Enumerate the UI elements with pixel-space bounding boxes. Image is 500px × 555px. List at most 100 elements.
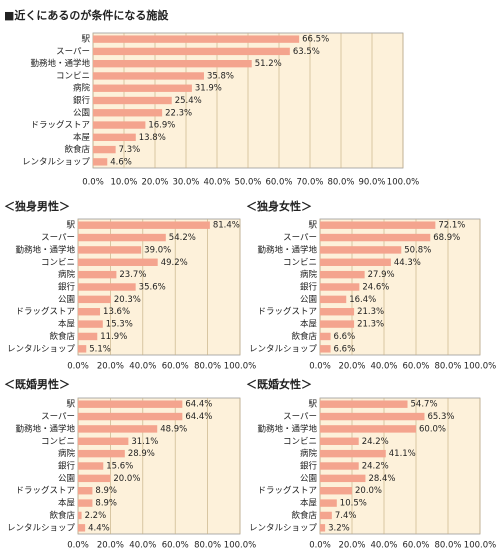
value-label: 13.6%: [103, 307, 130, 317]
bar: [320, 270, 365, 279]
bar: [320, 320, 355, 328]
x-tick-label: 60.0%: [402, 541, 429, 551]
x-tick-label: 40.0%: [370, 362, 397, 372]
category-label: 銀行: [300, 282, 318, 293]
bar: [78, 425, 158, 433]
category-label: ドラッグストア: [257, 306, 317, 317]
value-label: 20.0%: [355, 486, 382, 496]
x-tick-label: 70.0%: [296, 178, 323, 188]
category-label: 本屋: [58, 498, 76, 509]
bar: [320, 295, 347, 304]
value-label: 16.9%: [148, 121, 175, 131]
category-label: 銀行: [58, 282, 76, 293]
value-label: 24.2%: [362, 462, 389, 472]
bar: [320, 345, 331, 353]
x-tick-label: 80.0%: [434, 362, 461, 372]
bar: [320, 425, 416, 433]
bar: [320, 449, 386, 458]
category-label: 飲食店: [49, 510, 75, 521]
category-label: ドラッグストア: [257, 485, 317, 496]
bar: [320, 308, 355, 316]
category-label: 公園: [300, 474, 317, 484]
bar: [93, 109, 163, 117]
category-label: 飲食店: [291, 510, 317, 521]
category-label: コンビニ: [56, 71, 90, 81]
value-label: 60.0%: [419, 424, 446, 434]
value-label: 51.2%: [255, 59, 282, 69]
bar: [320, 474, 366, 483]
value-label: 27.9%: [368, 270, 395, 280]
category-label: 公園: [73, 108, 90, 118]
bar: [78, 487, 93, 495]
category-label: レンタルショップ: [249, 344, 318, 354]
x-tick-label: 100.0%: [387, 178, 419, 188]
bar: [93, 133, 136, 141]
value-label: 8.9%: [95, 499, 117, 509]
value-label: 2.2%: [85, 511, 107, 521]
bar: [320, 487, 352, 495]
x-tick-label: 80.0%: [194, 362, 221, 372]
value-label: 31.1%: [131, 437, 158, 447]
x-tick-label: 60.0%: [265, 178, 292, 188]
chart-title: ■近くにあるのが条件になる施設: [4, 8, 169, 22]
category-label: レンタルショップ: [7, 523, 76, 533]
bar: [78, 511, 82, 520]
bar: [78, 449, 125, 458]
category-label: 銀行: [73, 95, 91, 106]
bar: [93, 60, 252, 68]
x-tick-label: 80.0%: [434, 541, 461, 551]
category-label: 公園: [58, 295, 75, 305]
value-label: 7.3%: [119, 145, 141, 155]
category-label: 本屋: [73, 132, 91, 143]
category-label: 病院: [73, 83, 91, 94]
category-label: 勤務地・通学地: [15, 423, 75, 434]
category-label: スーパー: [56, 47, 90, 57]
bar: [320, 412, 425, 421]
value-label: 6.6%: [334, 332, 356, 342]
value-label: 28.4%: [368, 474, 395, 484]
category-label: コンビニ: [41, 437, 75, 447]
category-label: レンタルショップ: [7, 344, 76, 354]
bar: [320, 462, 359, 470]
category-label: 病院: [58, 269, 76, 280]
x-tick-label: 40.0%: [129, 541, 156, 551]
bar: [78, 270, 117, 279]
bar: [78, 412, 183, 421]
value-label: 54.7%: [411, 400, 438, 410]
value-label: 63.5%: [293, 47, 320, 57]
category-label: 駅: [81, 35, 90, 45]
x-tick-label: 20.0%: [141, 178, 168, 188]
bar: [93, 47, 290, 56]
x-tick-label: 50.0%: [234, 178, 261, 188]
value-label: 23.7%: [119, 270, 146, 280]
category-label: 本屋: [300, 498, 318, 509]
value-label: 49.2%: [161, 258, 188, 268]
category-label: 勤務地・通学地: [15, 244, 75, 255]
category-label: 駅: [308, 400, 317, 410]
bar: [78, 283, 136, 291]
category-label: 駅: [66, 221, 75, 231]
category-label: レンタルショップ: [22, 157, 91, 167]
value-label: 8.9%: [95, 486, 117, 496]
x-tick-label: 20.0%: [338, 541, 365, 551]
x-tick-label: 0.0%: [67, 541, 89, 551]
x-tick-label: 40.0%: [203, 178, 230, 188]
value-label: 31.9%: [195, 84, 222, 94]
value-label: 15.6%: [106, 462, 133, 472]
value-label: 3.2%: [328, 523, 350, 533]
category-label: 勤務地・通学地: [257, 423, 317, 434]
category-label: コンビニ: [41, 258, 75, 268]
category-label: 本屋: [300, 319, 318, 330]
x-tick-label: 80.0%: [194, 541, 221, 551]
bar: [320, 511, 332, 520]
bar: [78, 320, 103, 328]
x-tick-label: 60.0%: [402, 362, 429, 372]
category-label: 飲食店: [291, 331, 317, 342]
plot-area: [77, 397, 241, 535]
bar: [78, 233, 166, 242]
category-label: 飲食店: [49, 331, 75, 342]
value-label: 4.6%: [110, 157, 132, 167]
value-label: 20.3%: [114, 295, 141, 305]
value-label: 66.5%: [302, 35, 329, 45]
